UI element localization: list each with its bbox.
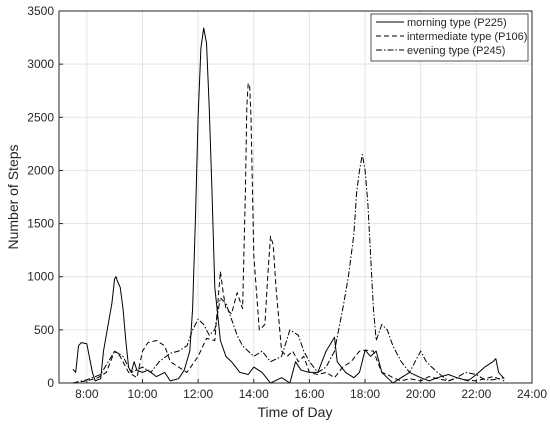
grid-layer: [59, 10, 533, 384]
x-tick-label: 12:00: [183, 387, 213, 401]
legend-items: morning type (P225) intermediate type (P1…: [376, 17, 527, 57]
y-tick-label: 3000: [27, 57, 54, 71]
x-tick-label: 22:00: [461, 387, 491, 401]
x-tick-label: 20:00: [406, 387, 436, 401]
series-line-3: [72, 154, 505, 384]
y-tick-label: 1000: [27, 270, 54, 284]
y-tick-label: 1500: [27, 217, 54, 231]
legend-label-1: morning type (P225): [407, 17, 507, 29]
y-tick-label: 3500: [27, 4, 54, 18]
y-axis-label: Number of Steps: [5, 144, 21, 249]
x-tick-label: 16:00: [294, 387, 324, 401]
series-layer: [72, 27, 505, 384]
plot-frame: [58, 10, 533, 384]
y-tick-label: 2500: [27, 110, 54, 124]
x-tick-label: 10:00: [127, 387, 157, 401]
x-tick-label: 24:00: [517, 387, 547, 401]
x-tick-label: 18:00: [350, 387, 380, 401]
x-axis-ticks: 8:00 10:00 12:00 14:00 16:00 18:00 20:00 22:00 2…: [75, 379, 547, 401]
series-line-1: [72, 27, 505, 384]
x-tick-label: 8:00: [75, 387, 99, 401]
y-axis-ticks: 0 500 1000 1500 2000 2500 3000 3500: [27, 4, 63, 390]
y-tick-label: 0: [47, 376, 54, 390]
legend-label-3: evening type (P245): [407, 45, 505, 57]
series-line-2: [72, 82, 505, 384]
y-tick-label: 2000: [27, 163, 54, 177]
y-tick-label: 500: [34, 323, 54, 337]
legend: morning type (P225) intermediate type (P1…: [370, 13, 529, 62]
x-axis-label: Time of Day: [258, 404, 333, 420]
x-tick-label: 14:00: [239, 387, 269, 401]
legend-label-2: intermediate type (P106): [407, 31, 527, 43]
